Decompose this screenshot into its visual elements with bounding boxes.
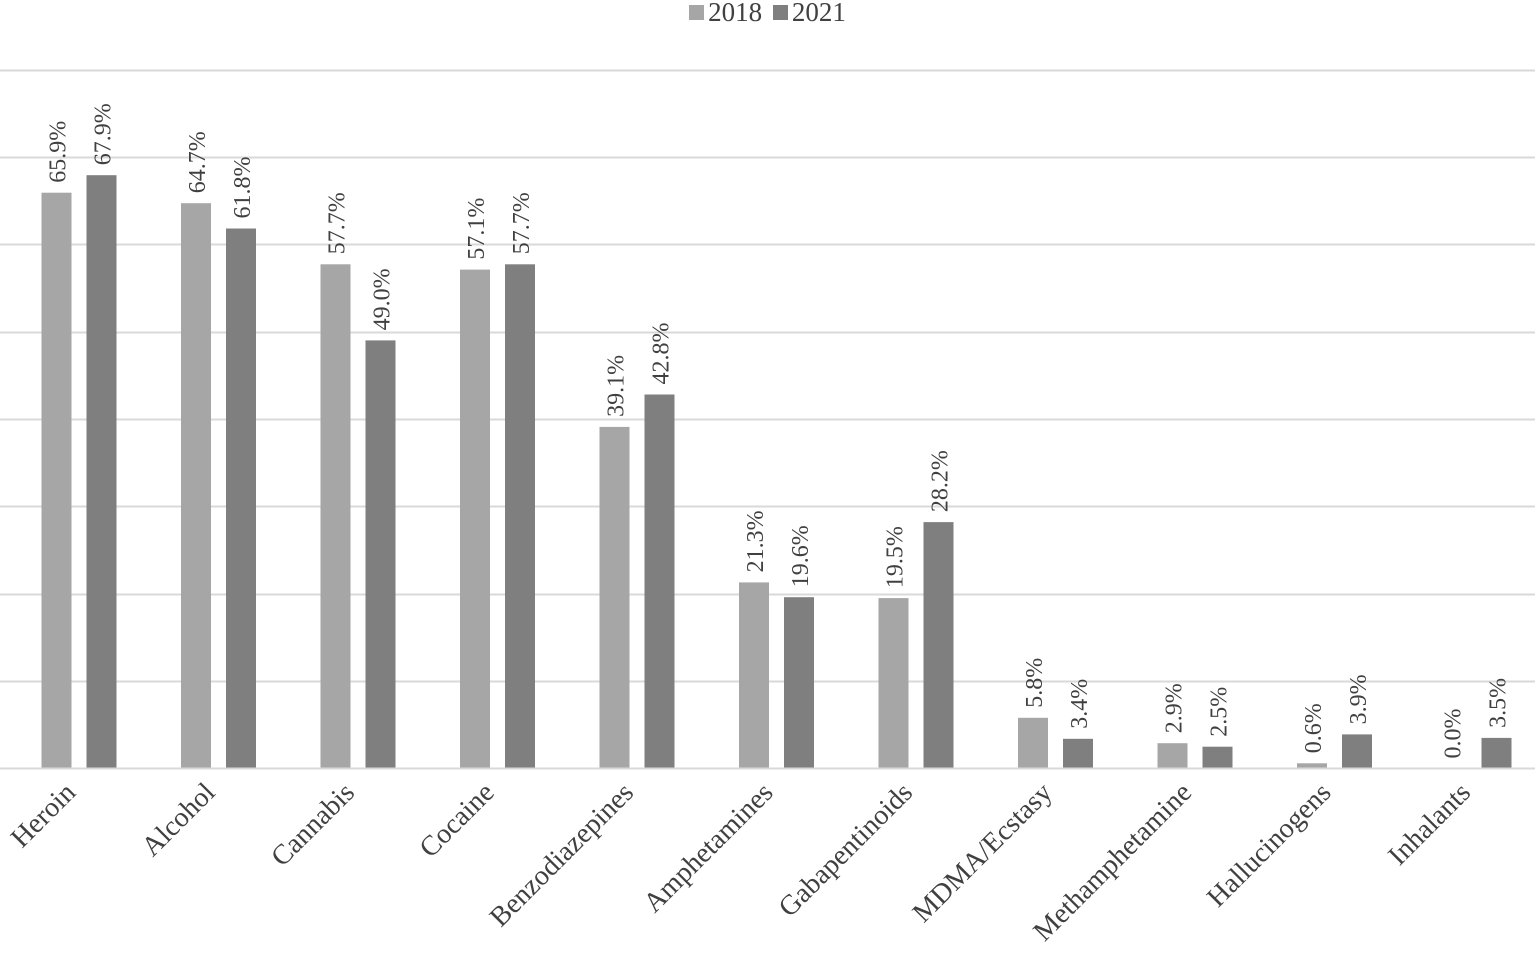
bar-2021-mdma-ecstasy bbox=[1063, 738, 1093, 769]
x-tick-label: Inhalants bbox=[1382, 777, 1476, 871]
legend-swatch-2018 bbox=[689, 5, 705, 20]
bar-2021-heroin bbox=[86, 175, 117, 769]
bar-2021-gabapentinoids bbox=[923, 522, 954, 769]
bar-2018-alcohol bbox=[181, 203, 211, 769]
data-label-2021-hallucinogens: 3.9% bbox=[1346, 674, 1372, 724]
data-label-2018-amphetamines: 21.3% bbox=[743, 510, 769, 572]
bar-2018-heroin bbox=[41, 192, 72, 769]
data-label-2018-heroin: 65.9% bbox=[46, 121, 72, 183]
bar-2021-methamphetamine bbox=[1202, 746, 1233, 769]
data-label-2021-benzodiazepines: 42.8% bbox=[649, 323, 675, 385]
x-tick-label: Cannabis bbox=[265, 777, 361, 873]
bar-2018-hallucinogens bbox=[1297, 763, 1327, 769]
bar-2018-mdma-ecstasy bbox=[1018, 717, 1048, 769]
bar-2021-cocaine bbox=[505, 264, 535, 769]
data-labels: 65.9% 67.9% 64.7% 61.8% 57.7% 49.0% 57.1% 57.7%… bbox=[46, 103, 1512, 758]
data-label-2021-mdma-ecstasy: 3.4% bbox=[1067, 679, 1093, 729]
data-label-2018-inhalants: 0.0% bbox=[1441, 709, 1467, 759]
bar-2018-gabapentinoids bbox=[878, 598, 909, 769]
x-tick-label: Amphetamines bbox=[638, 777, 780, 919]
data-label-2021-methamphetamine: 2.5% bbox=[1207, 687, 1233, 737]
legend-item-2021: 2021 bbox=[772, 0, 846, 28]
legend-swatch-2021 bbox=[772, 5, 788, 20]
chart-legend: 2018 2021 bbox=[0, 0, 1535, 28]
bar-2021-amphetamines bbox=[784, 597, 814, 769]
bar-2018-benzodiazepines bbox=[599, 426, 630, 769]
data-label-2018-methamphetamine: 2.9% bbox=[1162, 683, 1188, 733]
bar-2018-amphetamines bbox=[739, 582, 769, 769]
data-label-2021-cocaine: 57.7% bbox=[509, 192, 535, 254]
data-label-2018-benzodiazepines: 39.1% bbox=[604, 355, 630, 417]
bar-2018-cocaine bbox=[460, 269, 490, 769]
x-tick-label: Cocaine bbox=[414, 777, 501, 864]
x-tick-label: Benzodiazepines bbox=[484, 777, 640, 933]
x-tick-label: MDMA/Ecstasy bbox=[907, 777, 1059, 929]
x-axis-tick-labels: Heroin Alcohol Cannabis CocaineBenzodiazepi… bbox=[5, 777, 1477, 948]
bars bbox=[41, 175, 1512, 769]
data-label-2018-cannabis: 57.7% bbox=[325, 192, 351, 254]
data-label-2021-gabapentinoids: 28.2% bbox=[928, 450, 954, 512]
bar-2021-hallucinogens bbox=[1342, 734, 1372, 769]
data-label-2018-gabapentinoids: 19.5% bbox=[883, 526, 909, 588]
bar-2021-alcohol bbox=[226, 228, 256, 769]
legend-label-2021: 2021 bbox=[791, 0, 846, 27]
x-tick-label: Hallucinogens bbox=[1201, 777, 1337, 913]
data-label-2021-cannabis: 49.0% bbox=[370, 268, 396, 330]
bar-2018-cannabis bbox=[320, 264, 351, 769]
data-label-2018-mdma-ecstasy: 5.8% bbox=[1022, 658, 1048, 708]
legend-label-2018: 2018 bbox=[708, 0, 763, 27]
data-label-2018-cocaine: 57.1% bbox=[464, 198, 490, 260]
data-label-2021-alcohol: 61.8% bbox=[230, 157, 256, 219]
x-tick-label: Gabapentinoids bbox=[773, 777, 919, 923]
bar-2021-cannabis bbox=[365, 340, 396, 769]
data-label-2021-heroin: 67.9% bbox=[91, 103, 117, 165]
legend-item-2018: 2018 bbox=[689, 0, 762, 28]
data-label-2018-alcohol: 64.7% bbox=[185, 131, 211, 193]
bar-2018-methamphetamine bbox=[1157, 743, 1188, 769]
x-tick-label: Alcohol bbox=[136, 777, 222, 863]
data-label-2018-hallucinogens: 0.6% bbox=[1301, 703, 1327, 753]
data-label-2021-amphetamines: 19.6% bbox=[788, 525, 814, 587]
bar-2021-inhalants bbox=[1481, 737, 1512, 769]
x-tick-label: Heroin bbox=[5, 777, 82, 854]
data-label-2021-inhalants: 3.5% bbox=[1486, 678, 1512, 728]
bar-2021-benzodiazepines bbox=[644, 394, 675, 769]
